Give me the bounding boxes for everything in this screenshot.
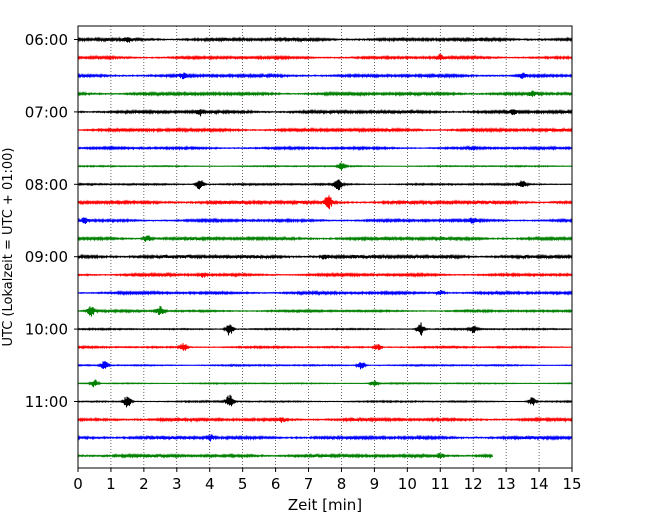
seismic-traces — [77, 36, 573, 459]
trace-row — [77, 452, 493, 459]
x-tick-label: 14 — [530, 475, 549, 493]
x-axis-label: Zeit [min] — [288, 496, 362, 514]
y-tick-label: 10:00 — [25, 321, 68, 339]
trace-row — [77, 434, 573, 442]
trace-row — [77, 360, 573, 370]
x-tick-label: 12 — [464, 475, 483, 493]
trace-row — [77, 235, 573, 242]
y-tick-label: 09:00 — [25, 248, 68, 266]
x-tick-label: 5 — [238, 475, 248, 493]
trace-row — [77, 379, 573, 388]
trace-row — [77, 306, 573, 317]
trace-row — [77, 195, 573, 210]
trace-row — [77, 289, 573, 296]
x-tick-label: 0 — [73, 475, 83, 493]
x-tick-label: 2 — [139, 475, 149, 493]
trace-row — [77, 179, 573, 191]
x-tick-label: 8 — [337, 475, 347, 493]
y-tick-label: 11:00 — [25, 393, 68, 411]
trace-row — [77, 72, 573, 80]
y-axis-label: UTC (Lokalzeit = UTC + 01:00) — [1, 148, 16, 347]
y-tick-label: 08:00 — [25, 176, 68, 194]
trace-row — [77, 343, 573, 351]
x-tick-label: 1 — [106, 475, 116, 493]
trace-row — [77, 126, 573, 134]
x-tick-label: 11 — [431, 475, 450, 493]
y-tick-label: 06:00 — [25, 31, 68, 49]
x-axis-ticks: 0 1 2 3 4 5 6 7 8 9 10 11 12 13 14 15 — [73, 468, 582, 493]
y-tick-label: 07:00 — [25, 103, 68, 121]
x-tick-label: 7 — [304, 475, 314, 493]
x-tick-label: 15 — [562, 475, 581, 493]
x-tick-label: 6 — [271, 475, 281, 493]
trace-row — [77, 253, 573, 260]
x-tick-label: 4 — [205, 475, 215, 493]
trace-row — [77, 416, 573, 423]
trace-row — [77, 90, 573, 98]
trace-row — [77, 36, 573, 43]
trace-row — [77, 271, 573, 278]
trace-row — [77, 394, 573, 408]
x-tick-label: 3 — [172, 475, 182, 493]
trace-row — [77, 144, 573, 152]
y-axis-ticks: 06:00 07:00 08:00 09:00 10:00 11:00 — [25, 31, 78, 411]
trace-row — [77, 322, 573, 336]
x-tick-label: 9 — [370, 475, 380, 493]
trace-row — [77, 217, 573, 224]
x-tick-label: 13 — [497, 475, 516, 493]
trace-row — [77, 108, 573, 117]
trace-row — [77, 53, 573, 61]
plot-frame — [77, 25, 573, 469]
trace-row — [77, 162, 573, 171]
x-tick-label: 10 — [398, 475, 417, 493]
